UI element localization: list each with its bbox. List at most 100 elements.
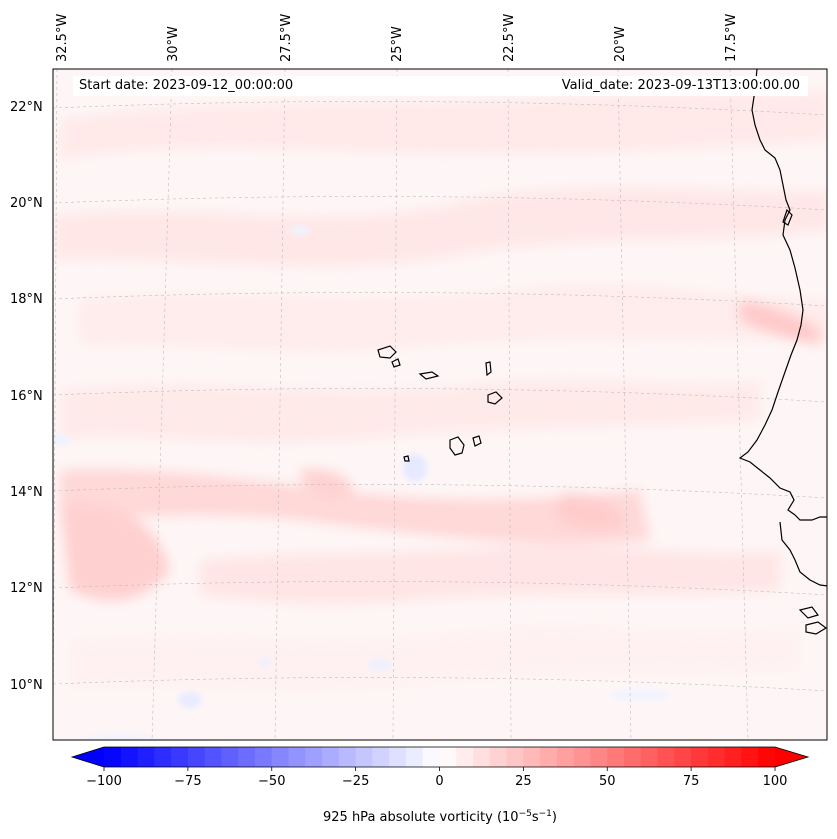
colorbar-cell bbox=[674, 747, 692, 767]
gridlines bbox=[53, 69, 827, 740]
colorbar-cell bbox=[523, 747, 541, 767]
parallel-12n bbox=[53, 581, 827, 596]
colorbar-cell bbox=[238, 747, 256, 767]
colorbar-cell bbox=[389, 747, 407, 767]
lat-label-16n: 16°N bbox=[10, 389, 43, 404]
colorbar-cell bbox=[171, 747, 189, 767]
colorbar-extend-left bbox=[72, 747, 104, 767]
vorticity-negative-patches bbox=[53, 225, 670, 740]
meridian-27-5w bbox=[274, 69, 286, 740]
island-santiago-east bbox=[472, 435, 482, 447]
colorbar-extend-right bbox=[775, 747, 808, 767]
island-bijagos bbox=[798, 606, 819, 619]
colorbar-cell bbox=[657, 747, 675, 767]
lon-label-17-5w: 17.5°W bbox=[724, 14, 739, 62]
colorbar-cell bbox=[590, 747, 608, 767]
colorbar-cell bbox=[137, 747, 155, 767]
colorbar-cell bbox=[691, 747, 709, 767]
island-brava bbox=[403, 455, 410, 462]
parallel-16n bbox=[53, 388, 827, 403]
colorbar-cell bbox=[305, 747, 323, 767]
colorbar-tick-label: −50 bbox=[258, 774, 285, 789]
colorbar-cell bbox=[422, 747, 441, 767]
colorbar: −100 −75 −50 −25 0 25 50 75 100 925 hPa absolute… bbox=[70, 746, 810, 825]
island-sal bbox=[485, 361, 492, 377]
colorbar-cell bbox=[254, 747, 273, 767]
island-sao-vicente bbox=[391, 358, 401, 368]
colorbar-tick-label: −75 bbox=[174, 774, 201, 789]
colorbar-ticks: −100 −75 −50 −25 0 25 50 75 100 bbox=[86, 767, 787, 789]
lon-label-22-5w: 22.5°W bbox=[502, 14, 517, 62]
parallel-18n bbox=[53, 292, 827, 307]
meridian-32-5w bbox=[53, 69, 58, 740]
colorbar-tick-label: 0 bbox=[435, 774, 443, 789]
start-date-label: Start date: 2023-09-12_00:00:00 bbox=[79, 78, 294, 93]
colorbar-cell bbox=[624, 747, 642, 767]
island-santo-antao bbox=[377, 345, 397, 359]
colorbar-cell bbox=[456, 747, 474, 767]
colorbar-tick-label: 75 bbox=[683, 774, 700, 789]
colorbar-cell bbox=[489, 747, 508, 767]
meridian-30w bbox=[151, 69, 173, 740]
colorbar-cell bbox=[187, 747, 206, 767]
colorbar-cell bbox=[405, 747, 424, 767]
colorbar-cell bbox=[355, 747, 374, 767]
colorbar-tick-label: −100 bbox=[86, 774, 122, 789]
lon-label-27-5w: 27.5°W bbox=[279, 14, 294, 62]
colorbar-cell bbox=[372, 747, 390, 767]
parallel-20n bbox=[53, 196, 827, 211]
colorbar-cells bbox=[104, 747, 776, 767]
lat-label-20n: 20°N bbox=[10, 196, 43, 211]
longitude-labels: 32.5°W 30°W 27.5°W 25°W 22.5°W 20°W 17.5… bbox=[55, 14, 739, 62]
vorticity-field bbox=[55, 90, 827, 691]
island-bijagos-2 bbox=[805, 621, 827, 635]
valid-date-label: Valid_date: 2023-09-13T13:00:00.00 bbox=[561, 78, 800, 93]
colorbar-cell bbox=[707, 747, 726, 767]
lon-label-32-5w: 32.5°W bbox=[55, 14, 70, 62]
colorbar-cell bbox=[473, 747, 491, 767]
colorbar-cell bbox=[724, 747, 743, 767]
colorbar-cell bbox=[506, 747, 524, 767]
colorbar-cell bbox=[154, 747, 172, 767]
colorbar-tick-label: 50 bbox=[599, 774, 616, 789]
lat-label-22n: 22°N bbox=[10, 100, 43, 115]
colorbar-tick-label: 100 bbox=[763, 774, 788, 789]
meridian-25w bbox=[392, 69, 398, 740]
map-panel bbox=[53, 69, 827, 740]
latitude-labels: 22°N 20°N 18°N 16°N 14°N 12°N 10°N bbox=[10, 100, 43, 693]
island-sao-nicolau bbox=[418, 371, 440, 380]
colorbar-cell bbox=[288, 747, 306, 767]
parallel-14n bbox=[53, 484, 827, 499]
lon-label-30w: 30°W bbox=[166, 26, 181, 62]
colorbar-cell bbox=[338, 747, 357, 767]
island-fogo bbox=[449, 436, 465, 456]
meridian-20w bbox=[617, 69, 632, 740]
lon-label-25w: 25°W bbox=[390, 26, 405, 62]
lat-label-18n: 18°N bbox=[10, 292, 43, 307]
colorbar-cell bbox=[322, 747, 340, 767]
african-coast-south bbox=[779, 521, 827, 587]
colorbar-cell bbox=[120, 747, 139, 767]
lat-label-14n: 14°N bbox=[10, 485, 43, 500]
colorbar-cell bbox=[556, 747, 575, 767]
colorbar-label: 925 hPa absolute vorticity (10−5s−1) bbox=[323, 809, 557, 825]
colorbar-tick-label: 25 bbox=[515, 774, 532, 789]
colorbar-cell bbox=[204, 747, 223, 767]
parallel-10n bbox=[53, 677, 827, 692]
colorbar-cell bbox=[573, 747, 592, 767]
colorbar-tick-label: −25 bbox=[342, 774, 369, 789]
map-frame bbox=[52, 68, 828, 741]
colorbar-cell bbox=[607, 747, 625, 767]
africa-coastline bbox=[738, 69, 827, 521]
coastlines bbox=[377, 69, 827, 635]
island-boa-vista bbox=[487, 391, 503, 405]
colorbar-cell bbox=[640, 747, 659, 767]
colorbar-cell bbox=[741, 747, 759, 767]
lat-label-10n: 10°N bbox=[10, 678, 43, 693]
parallel-22n bbox=[53, 101, 827, 116]
lon-label-20w: 20°W bbox=[613, 26, 628, 62]
lat-label-12n: 12°N bbox=[10, 581, 43, 596]
meridian-22-5w bbox=[507, 69, 512, 740]
colorbar-cell bbox=[439, 747, 457, 767]
